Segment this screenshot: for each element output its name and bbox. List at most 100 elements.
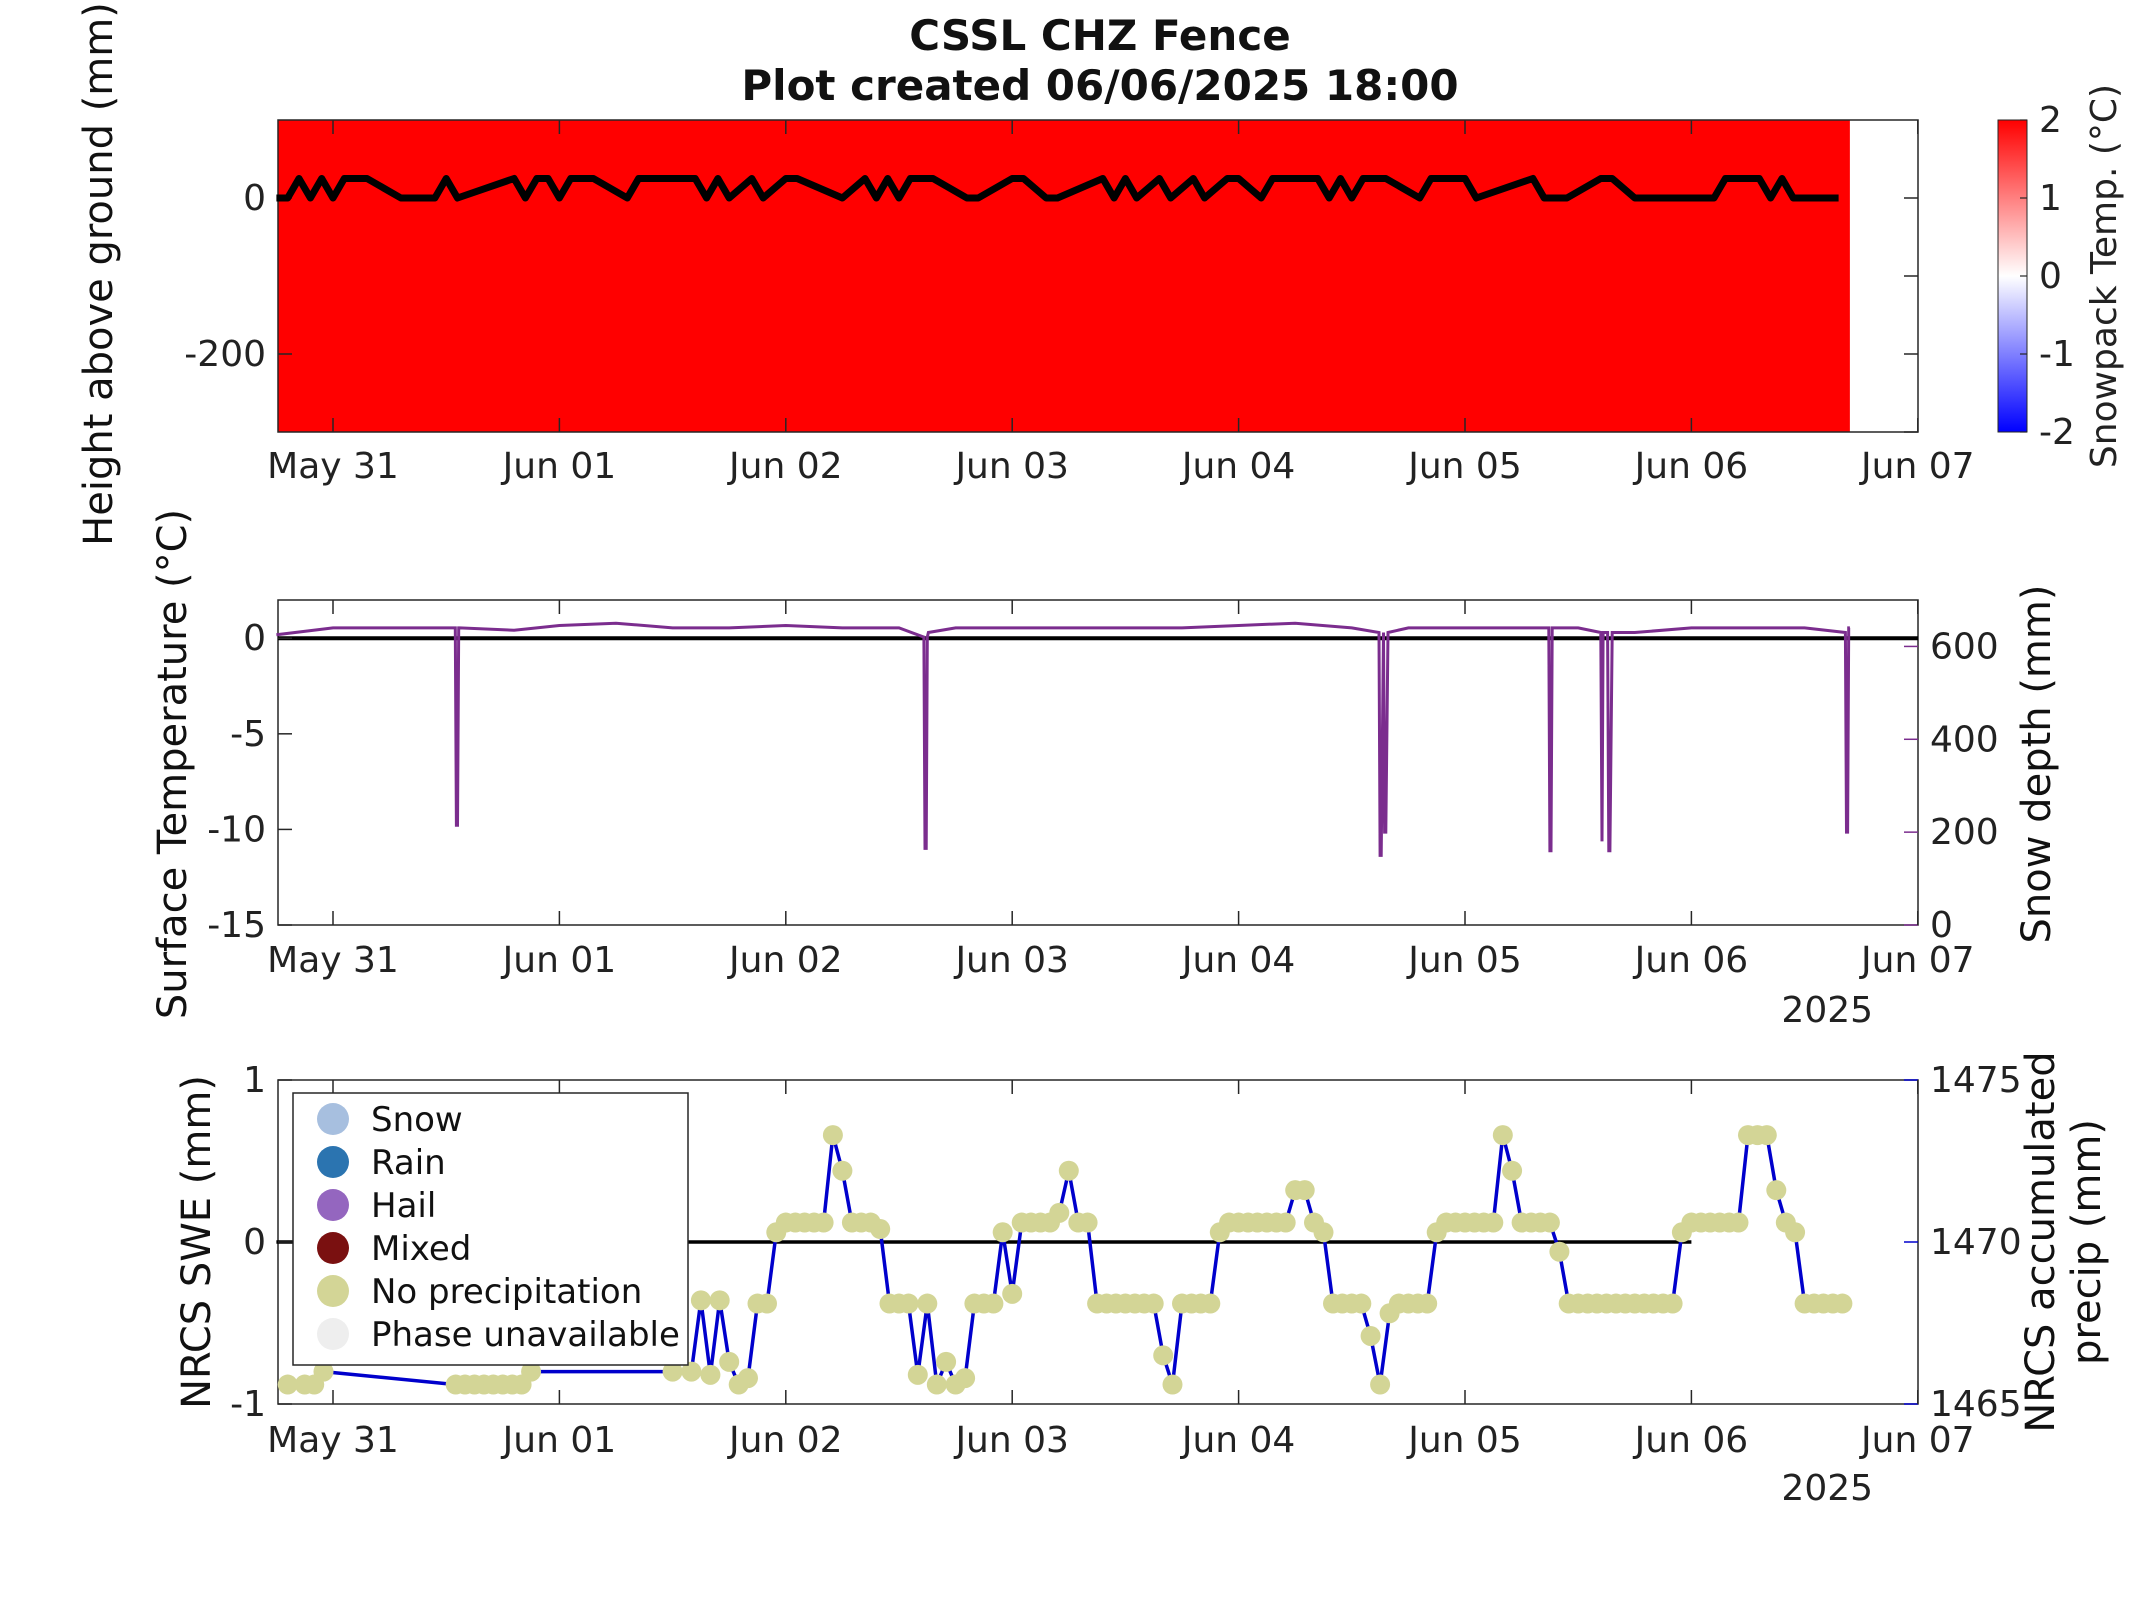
legend-label: No precipitation <box>371 1272 642 1312</box>
y-tick-label: -5 <box>230 714 266 755</box>
colorbar-tick-label: 0 <box>2039 256 2062 297</box>
no-precip-marker <box>700 1364 721 1385</box>
no-precip-marker <box>1539 1212 1560 1233</box>
colorbar-ticks: 2 1 0 -1 -2 <box>2020 100 2075 453</box>
surface-axes-frame <box>277 599 1919 926</box>
no-precip-marker <box>926 1374 947 1395</box>
surface-panel: 0 -5 -10 -15 0 200 400 600 May 31 Jun 01 Jun 02 J… <box>150 509 2060 1031</box>
no-precip-marker <box>1370 1374 1391 1395</box>
no-precip-marker <box>813 1212 834 1233</box>
no-precip-marker <box>1832 1293 1853 1314</box>
no-precip-marker <box>1728 1212 1749 1233</box>
legend-label: Rain <box>371 1143 446 1183</box>
x-tick-label: Jun 01 <box>501 1420 617 1461</box>
no-precip-marker <box>1756 1125 1777 1146</box>
x-tick-label: Jun 03 <box>953 1420 1069 1461</box>
snow-height-line <box>276 175 1839 202</box>
no-precip-marker <box>1294 1180 1315 1201</box>
no-precip-marker <box>1153 1345 1174 1366</box>
snow-depth-line <box>276 621 1851 857</box>
x-tick-label: Jun 05 <box>1406 1420 1522 1461</box>
x-tick-label: Jun 07 <box>1859 1420 1975 1461</box>
x-tick-label: May 31 <box>267 940 399 981</box>
no-precip-marker <box>681 1361 702 1382</box>
no-precip-marker <box>709 1290 730 1311</box>
no-precip-marker <box>1143 1293 1164 1314</box>
nrcs-y-label: NRCS SWE (mm) <box>174 1075 220 1409</box>
x-tick-label: Jun 04 <box>1180 940 1296 981</box>
colorbar-tick-label: 1 <box>2039 178 2062 219</box>
colorbar-label: Snowpack Temp. (°C) <box>2084 84 2125 468</box>
figure-title: CSSL CHZ Fence <box>909 11 1290 60</box>
y-tick-label: -15 <box>207 905 266 946</box>
surface-y-ticks: 0 -5 -10 -15 <box>207 618 292 946</box>
y-tick-label: 0 <box>243 1222 266 1263</box>
x-tick-label: Jun 03 <box>953 446 1069 487</box>
snow-depth-y-label: Snow depth (mm) <box>2014 585 2060 944</box>
nrcs-year-label: 2025 <box>1781 1468 1873 1509</box>
no-precip-marker <box>719 1351 740 1372</box>
no-precip-marker <box>313 1361 334 1382</box>
y-tick-label: -200 <box>184 334 266 375</box>
no-precip-marker <box>1058 1160 1079 1181</box>
legend-marker <box>317 1146 349 1178</box>
no-precip-marker <box>870 1219 891 1240</box>
x-tick-label: Jun 01 <box>501 446 617 487</box>
no-precip-marker <box>277 1374 298 1395</box>
x-tick-label: Jun 05 <box>1406 940 1522 981</box>
x-tick-label: Jun 02 <box>727 1420 843 1461</box>
legend-label: Phase unavailable <box>371 1315 680 1355</box>
x-tick-label: Jun 03 <box>953 940 1069 981</box>
no-precip-marker <box>1785 1222 1806 1243</box>
no-precip-marker <box>662 1361 683 1382</box>
no-precip-marker <box>1313 1222 1334 1243</box>
no-precip-marker <box>1502 1160 1523 1181</box>
nrcs-phase-markers <box>277 1125 1853 1395</box>
y2-label-line: NRCS accumulated <box>2018 1051 2064 1432</box>
y2-tick-label: 0 <box>1930 905 1953 946</box>
y-tick-label: -10 <box>207 809 266 850</box>
no-precip-marker <box>1200 1293 1221 1314</box>
snowpack-colorbar: 2 1 0 -1 -2 Snowpack Temp. (°C) <box>1997 84 2125 468</box>
snowpack-panel: 0 -200 May 31 Jun 01 Jun 02 Jun 03 Jun 04 Jun … <box>76 2 1975 546</box>
surface-y-label: Surface Temperature (°C) <box>150 509 196 1019</box>
legend-label: Mixed <box>371 1229 471 1269</box>
no-precip-marker <box>1766 1180 1787 1201</box>
no-precip-marker <box>737 1368 758 1389</box>
x-tick-label: Jun 04 <box>1180 446 1296 487</box>
legend-marker <box>317 1318 349 1350</box>
no-precip-marker <box>521 1361 542 1382</box>
no-precip-marker <box>1162 1374 1183 1395</box>
x-tick-label: Jun 06 <box>1633 940 1749 981</box>
no-precip-marker <box>757 1293 778 1314</box>
x-tick-label: Jun 04 <box>1180 1420 1296 1461</box>
legend-label: Snow <box>371 1100 463 1140</box>
nrcs-y-ticks: 1 0 -1 <box>230 1060 292 1425</box>
x-tick-label: May 31 <box>267 446 399 487</box>
x-tick-label: Jun 02 <box>727 446 843 487</box>
y2-tick-label: 600 <box>1930 626 1999 667</box>
snowpack-temperature-fill <box>278 120 1850 432</box>
no-precip-marker <box>832 1160 853 1181</box>
no-precip-marker <box>1002 1283 1023 1304</box>
legend-marker <box>317 1103 349 1135</box>
no-precip-marker <box>1549 1241 1570 1262</box>
y-tick-label: 0 <box>243 178 266 219</box>
no-precip-marker <box>898 1293 919 1314</box>
y2-tick-label: 400 <box>1930 719 1999 760</box>
x-tick-label: Jun 01 <box>501 940 617 981</box>
no-precip-marker <box>992 1222 1013 1243</box>
x-tick-label: Jun 06 <box>1633 1420 1749 1461</box>
x-tick-label: May 31 <box>267 1420 399 1461</box>
no-precip-marker <box>1077 1212 1098 1233</box>
x-tick-label: Jun 06 <box>1633 446 1749 487</box>
y-tick-label: 0 <box>243 618 266 659</box>
colorbar-tick-label: -2 <box>2039 412 2075 453</box>
figure-subtitle: Plot created 06/06/2025 18:00 <box>741 61 1458 110</box>
no-precip-marker <box>1049 1202 1070 1223</box>
nrcs-precip-y-ticks: 1475 1470 1465 <box>1904 1060 2022 1425</box>
legend-marker <box>317 1189 349 1221</box>
y2-tick-label: 1470 <box>1930 1222 2022 1263</box>
colorbar-tick-label: -1 <box>2039 334 2075 375</box>
